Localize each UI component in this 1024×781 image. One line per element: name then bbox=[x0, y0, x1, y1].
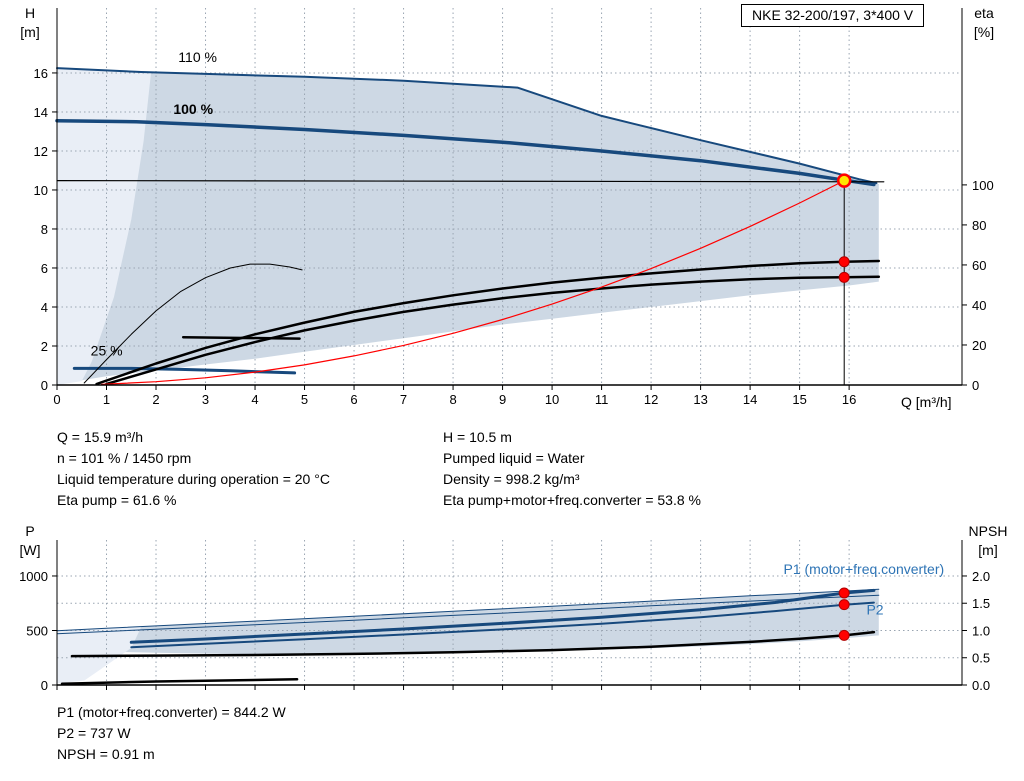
y-tick-label: 14 bbox=[34, 105, 48, 120]
p-25pct-segment bbox=[60, 678, 299, 685]
duty-readout-left: Q = 15.9 m³/h n = 101 % / 1450 rpm Liquid … bbox=[57, 427, 330, 511]
npsh-curve bbox=[70, 630, 876, 658]
h-axis-title: H [m] bbox=[20, 5, 40, 40]
x-tick-label: 10 bbox=[545, 392, 559, 407]
y2-tick-label: 0 bbox=[972, 378, 979, 393]
power-envelope bbox=[57, 589, 879, 655]
affinity-parabola bbox=[100, 180, 845, 385]
p-axis-title: P [W] bbox=[19, 523, 41, 558]
y-tick-label: 4 bbox=[41, 300, 48, 315]
y2-tick-label: 1.0 bbox=[972, 623, 990, 638]
pump-model-box: NKE 32-200/197, 3*400 V bbox=[741, 4, 925, 27]
readout-line: NPSH = 0.91 m bbox=[57, 746, 155, 762]
y2-tick-label: 80 bbox=[972, 218, 986, 233]
power-envelope-top-line bbox=[56, 588, 880, 632]
p2-curve bbox=[130, 601, 875, 649]
eta-total-curve bbox=[105, 275, 881, 386]
x-tick-label: 5 bbox=[301, 392, 308, 407]
y-tick-label: 6 bbox=[41, 261, 48, 276]
y-tick-label: 0 bbox=[41, 378, 48, 393]
npsh-point bbox=[838, 629, 850, 641]
x-tick-label: 15 bbox=[792, 392, 806, 407]
p1-point bbox=[838, 587, 850, 599]
y2-tick-label: 0.0 bbox=[972, 678, 990, 693]
y-tick-label: 12 bbox=[34, 144, 48, 159]
readout-line: Liquid temperature during operation = 20… bbox=[57, 471, 330, 487]
label-p2: P2 bbox=[866, 601, 883, 617]
readout-line: H = 10.5 m bbox=[443, 429, 512, 445]
x-tick-label: 12 bbox=[644, 392, 658, 407]
low-flow-region bbox=[57, 68, 152, 385]
y2-tick-label: 20 bbox=[972, 338, 986, 353]
x-tick-label: 13 bbox=[693, 392, 707, 407]
npsh-axis-title: NPSH [m] bbox=[968, 523, 1008, 558]
readout-line: Pumped liquid = Water bbox=[443, 450, 585, 466]
label-p1: P1 (motor+freq.converter) bbox=[784, 561, 945, 577]
eta-total-point bbox=[838, 271, 850, 283]
y2-tick-label: 60 bbox=[972, 258, 986, 273]
hq-chart: 0 1 2 3 4 5 6 7 8 9 10 11 12 13 14 15 160246810121416020… bbox=[34, 8, 994, 407]
x-tick-label: 7 bbox=[400, 392, 407, 407]
power-readout: P1 (motor+freq.converter) = 844.2 W P2 = … bbox=[57, 702, 286, 765]
readout-line: Density = 998.2 kg/m³ bbox=[443, 471, 580, 487]
y2-tick-label: 0.5 bbox=[972, 651, 990, 666]
x-tick-label: 4 bbox=[251, 392, 258, 407]
y2-tick-label: 2.0 bbox=[972, 569, 990, 584]
readout-line: Eta pump = 61.6 % bbox=[57, 492, 177, 508]
duty-readout-right: H = 10.5 m Pumped liquid = Water Density =… bbox=[443, 427, 701, 511]
eta-pump-point bbox=[838, 256, 850, 268]
power-npsh-chart: 0 500 1000 0.0 0.5 1.0 1.5 2.0 P1 (motor+freq.co… bbox=[19, 540, 990, 693]
y-tick-label: 1000 bbox=[19, 569, 48, 584]
readout-line: Eta pump+motor+freq.converter = 53.8 % bbox=[443, 492, 701, 508]
label-110pct: 110 % bbox=[178, 49, 217, 65]
y-tick-label: 8 bbox=[41, 222, 48, 237]
x-tick-label: 1 bbox=[103, 392, 110, 407]
curve-110pct bbox=[56, 67, 878, 185]
eta-curve-reduced-speed bbox=[83, 263, 303, 384]
readout-line: P2 = 737 W bbox=[57, 725, 131, 741]
y-tick-label: 500 bbox=[26, 623, 48, 638]
eta-pump-curve bbox=[95, 259, 881, 386]
pump-model-label: NKE 32-200/197, 3*400 V bbox=[752, 7, 914, 23]
duty-head-line bbox=[56, 180, 885, 183]
q-axis-title: Q [m³/h] bbox=[901, 394, 952, 410]
y2-tick-label: 40 bbox=[972, 298, 986, 313]
duty-point bbox=[836, 173, 852, 188]
readout-line: Q = 15.9 m³/h bbox=[57, 429, 143, 445]
x-tick-label: 8 bbox=[449, 392, 456, 407]
p2-point bbox=[838, 599, 850, 611]
readout-line: P1 (motor+freq.converter) = 844.2 W bbox=[57, 704, 286, 720]
x-tick-label: 16 bbox=[842, 392, 856, 407]
y-tick-label: 2 bbox=[41, 339, 48, 354]
y-tick-label: 0 bbox=[41, 678, 48, 693]
x-tick-label: 9 bbox=[499, 392, 506, 407]
label-100pct: 100 % bbox=[173, 101, 213, 117]
x-tick-label: 3 bbox=[202, 392, 209, 407]
curve-25pct bbox=[72, 366, 297, 375]
x-tick-label: 11 bbox=[595, 392, 609, 407]
x-tick-label: 0 bbox=[53, 392, 60, 407]
y2-tick-label: 100 bbox=[972, 178, 994, 193]
x-tick-label: 2 bbox=[152, 392, 159, 407]
label-25pct: 25 % bbox=[91, 343, 123, 359]
y-tick-label: 10 bbox=[34, 183, 48, 198]
p1-curve bbox=[129, 588, 876, 644]
y-tick-label: 16 bbox=[34, 66, 48, 81]
x-tick-label: 6 bbox=[350, 392, 357, 407]
curve-100pct bbox=[55, 118, 876, 187]
eta-axis-title: eta [%] bbox=[973, 5, 995, 40]
x-tick-label: 14 bbox=[743, 392, 757, 407]
y2-tick-label: 1.5 bbox=[972, 596, 990, 611]
operating-envelope bbox=[57, 68, 879, 383]
readout-line: n = 101 % / 1450 rpm bbox=[57, 450, 192, 466]
